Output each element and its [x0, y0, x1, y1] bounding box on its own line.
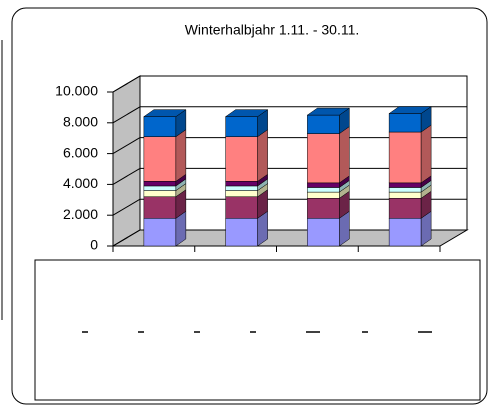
- grid-line: [112, 198, 141, 216]
- grid-line: [112, 167, 141, 185]
- bar-segment: [143, 116, 177, 137]
- bar-segment: [307, 133, 340, 184]
- bar-segment: [143, 196, 177, 219]
- bar-segment: [225, 136, 258, 182]
- grid-line: [112, 229, 141, 247]
- y-tick-label: 8.000: [63, 114, 98, 130]
- bar-segment: [388, 191, 422, 199]
- y-tick-label: 10.000: [55, 83, 98, 99]
- bar-segment: [307, 218, 340, 247]
- grid-line: [112, 106, 141, 124]
- bar-top: [388, 106, 432, 114]
- bar-segment: [225, 190, 258, 197]
- bar-top: [224, 109, 269, 117]
- bar-segment: [388, 182, 422, 188]
- y-tick-label: 2.000: [63, 206, 98, 222]
- bar-segment: [307, 187, 340, 193]
- bar-side: [257, 129, 268, 182]
- bar-segment: [307, 198, 340, 219]
- bar-segment: [388, 198, 422, 219]
- legend-box: [34, 259, 481, 401]
- bar-top: [143, 109, 187, 117]
- bar-segment: [388, 187, 422, 193]
- bar-side: [420, 124, 432, 184]
- bar-segment: [143, 190, 177, 197]
- bar-segment: [143, 185, 177, 191]
- bar-segment: [225, 218, 258, 247]
- grid-line: [112, 75, 141, 93]
- side-wall: [112, 75, 141, 247]
- bar-segment: [225, 181, 258, 187]
- y-tick-label: 6.000: [63, 144, 98, 160]
- bar-segment: [225, 196, 258, 219]
- chart-title: Winterhalbjahr 1.11. - 30.11.: [185, 22, 360, 38]
- bar-segment: [307, 114, 340, 134]
- bar-segment: [143, 218, 177, 247]
- bar-segment: [307, 182, 340, 188]
- bar-segment: [143, 136, 177, 182]
- bar-segment: [388, 113, 422, 133]
- bar-segment: [143, 181, 177, 187]
- y-tick-label: 0: [90, 237, 98, 253]
- bar-side: [175, 129, 187, 182]
- grid-line: [112, 137, 141, 155]
- y-tick-label: 4.000: [63, 175, 98, 191]
- bar-top: [306, 107, 351, 116]
- bar-segment: [307, 191, 340, 199]
- bar-segment: [225, 116, 258, 137]
- bar-side: [339, 126, 350, 184]
- bar-segment: [388, 218, 422, 247]
- bar-segment: [225, 185, 258, 191]
- bar-segment: [388, 131, 422, 184]
